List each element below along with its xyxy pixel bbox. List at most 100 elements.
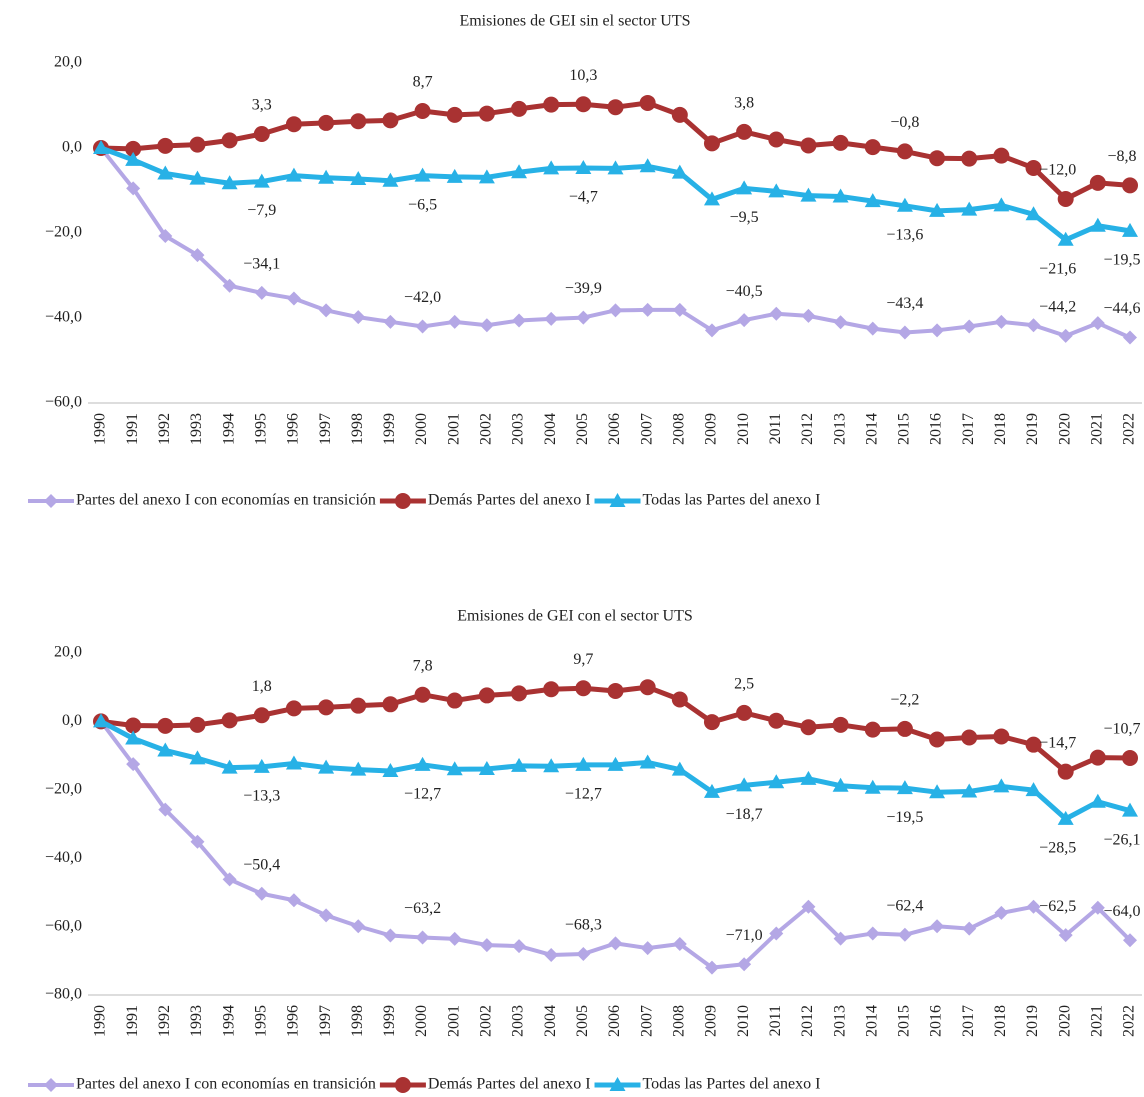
marker (929, 784, 946, 799)
data-label: 7,8 (413, 657, 433, 674)
marker (383, 928, 398, 943)
marker (671, 164, 688, 179)
x-tick-label: 2006 (606, 1005, 623, 1037)
marker (640, 941, 655, 956)
x-tick-label: 2020 (1056, 413, 1073, 445)
x-tick-label: 2014 (863, 413, 880, 445)
marker (897, 325, 912, 340)
marker (1122, 222, 1138, 237)
y-tick-label: −40,0 (45, 309, 82, 326)
x-tick-label: 2016 (928, 1005, 945, 1037)
marker (319, 303, 334, 318)
marker (189, 170, 206, 185)
legend-label: Partes del anexo I con economías en tran… (76, 492, 376, 509)
marker (639, 679, 656, 696)
x-tick-label: 1999 (381, 1005, 398, 1037)
marker (222, 872, 237, 887)
x-tick-label: 2007 (638, 1005, 655, 1037)
marker (832, 777, 849, 792)
marker (543, 160, 560, 175)
x-tick-label: 1994 (220, 1005, 237, 1037)
x-tick-label: 2016 (928, 413, 945, 445)
marker (832, 188, 849, 203)
series-line (100, 100, 1131, 202)
marker (801, 308, 816, 323)
x-tick-label: 2005 (574, 1005, 591, 1037)
x-tick-label: 1998 (349, 413, 366, 445)
legend-label: Todas las Partes del anexo I (643, 492, 821, 509)
marker (350, 761, 367, 776)
marker (543, 758, 560, 773)
data-label: −40,5 (726, 283, 763, 300)
marker (737, 957, 752, 972)
marker (768, 712, 785, 729)
marker (285, 700, 302, 717)
x-tick-label: 2019 (1024, 1005, 1041, 1037)
data-label: −71,0 (726, 927, 763, 944)
data-label: 2,5 (734, 676, 754, 693)
data-label: −6,5 (408, 196, 437, 213)
data-label: 3,8 (734, 95, 754, 112)
marker (1025, 736, 1042, 753)
x-tick-label: 1999 (381, 413, 398, 445)
marker (415, 930, 430, 945)
data-label: −7,9 (247, 202, 276, 219)
data-label: −34,1 (243, 256, 280, 273)
marker (993, 197, 1010, 212)
marker (254, 285, 269, 300)
y-tick-label: 20,0 (54, 644, 82, 661)
x-tick-label: 2003 (510, 413, 527, 445)
marker (896, 143, 913, 160)
marker (768, 774, 785, 789)
marker (1026, 318, 1041, 333)
marker (703, 783, 720, 798)
marker (736, 180, 753, 195)
marker (800, 187, 817, 202)
marker (125, 730, 142, 745)
marker (382, 112, 399, 129)
chart-title: Emisiones de GEI con el sector UTS (457, 608, 693, 625)
marker (864, 779, 881, 794)
marker (394, 493, 411, 509)
marker (930, 323, 945, 338)
data-label: −13,6 (886, 226, 923, 243)
marker (865, 321, 880, 336)
data-label: −18,7 (726, 806, 763, 823)
marker (158, 802, 173, 817)
marker (414, 103, 431, 120)
marker (1057, 763, 1074, 780)
x-tick-label: 2008 (670, 1005, 687, 1037)
data-label: −0,8 (890, 114, 919, 131)
x-tick-label: 2017 (960, 1005, 977, 1037)
marker (479, 938, 494, 953)
marker (351, 310, 366, 325)
marker (575, 159, 592, 174)
x-tick-label: 2017 (960, 413, 977, 445)
data-label: −8,8 (1107, 148, 1136, 165)
marker (415, 319, 430, 334)
marker (478, 169, 495, 184)
marker (930, 919, 945, 934)
data-label: −19,5 (1103, 252, 1140, 269)
x-tick-label: 2005 (574, 413, 591, 445)
marker (125, 717, 142, 734)
marker (446, 106, 463, 123)
marker (994, 905, 1009, 920)
marker (286, 893, 301, 908)
marker (672, 937, 687, 952)
x-tick-label: 2015 (896, 413, 913, 445)
marker (607, 756, 624, 771)
marker (736, 123, 753, 140)
marker (576, 946, 591, 961)
x-tick-label: 1993 (188, 1005, 205, 1037)
marker (832, 134, 849, 151)
marker (447, 314, 462, 329)
x-tick-label: 2018 (992, 413, 1009, 445)
data-label: 10,3 (569, 67, 597, 84)
marker (704, 960, 719, 975)
x-tick-label: 2007 (638, 413, 655, 445)
data-label: −28,5 (1039, 840, 1076, 857)
marker (221, 175, 238, 190)
data-label: −21,6 (1039, 260, 1076, 277)
data-label: −44,2 (1039, 299, 1076, 316)
